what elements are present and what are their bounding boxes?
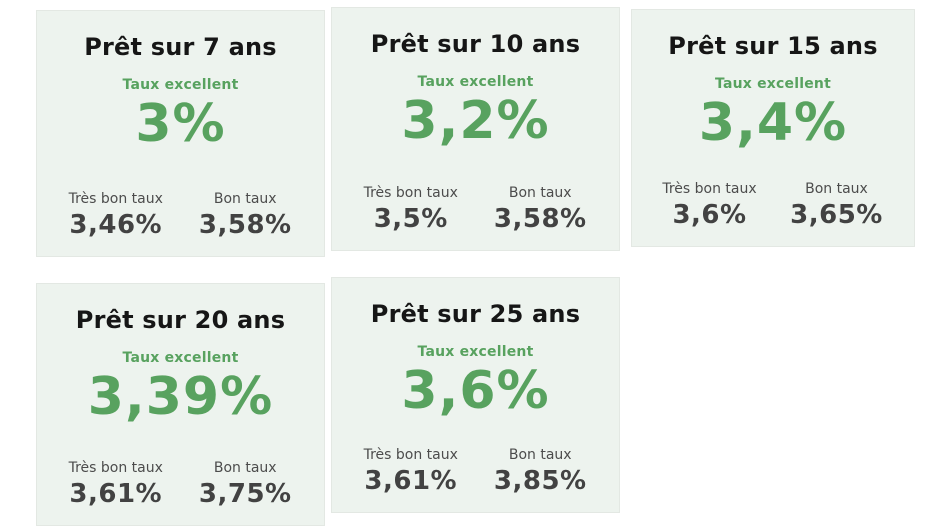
card-title: Prêt sur 25 ans [370, 300, 581, 328]
good-rate-value: 3,58% [198, 210, 292, 240]
secondary-rates-row: Très bon taux 3,61% Bon taux 3,75% [51, 460, 310, 509]
excellent-rate-label: Taux excellent [417, 344, 534, 360]
good-rate-block: Bon taux 3,58% [476, 185, 606, 234]
excellent-rate-label: Taux excellent [122, 350, 239, 366]
rate-card-7-ans: Prêt sur 7 ans Taux excellent 3% Très bo… [36, 10, 325, 257]
secondary-rates-row: Très bon taux 3,6% Bon taux 3,65% [646, 181, 900, 230]
good-rate-label: Bon taux [213, 191, 277, 207]
very-good-rate-label: Très bon taux [363, 185, 458, 201]
excellent-rate-block: Taux excellent 3% [51, 77, 310, 152]
rate-card-10-ans: Prêt sur 10 ans Taux excellent 3,2% Très… [331, 7, 620, 251]
very-good-rate-block: Très bon taux 3,6% [646, 181, 773, 230]
excellent-rate-value: 3,4% [698, 93, 848, 153]
good-rate-label: Bon taux [213, 460, 277, 476]
good-rate-block: Bon taux 3,85% [476, 447, 606, 496]
very-good-rate-block: Très bon taux 3,61% [51, 460, 181, 509]
very-good-rate-block: Très bon taux 3,61% [346, 447, 476, 496]
excellent-rate-block: Taux excellent 3,39% [51, 350, 310, 425]
good-rate-label: Bon taux [508, 185, 572, 201]
excellent-rate-value: 3% [135, 94, 226, 154]
secondary-rates-row: Très bon taux 3,61% Bon taux 3,85% [346, 447, 605, 496]
rate-card-20-ans: Prêt sur 20 ans Taux excellent 3,39% Trè… [36, 283, 325, 526]
very-good-rate-label: Très bon taux [662, 181, 757, 197]
very-good-rate-value: 3,5% [373, 204, 448, 234]
good-rate-value: 3,75% [198, 479, 292, 509]
card-title: Prêt sur 20 ans [75, 306, 286, 334]
good-rate-label: Bon taux [508, 447, 572, 463]
good-rate-block: Bon taux 3,65% [773, 181, 900, 230]
good-rate-block: Bon taux 3,58% [181, 191, 311, 240]
excellent-rate-value: 3,2% [401, 91, 550, 151]
very-good-rate-block: Très bon taux 3,5% [346, 185, 476, 234]
very-good-rate-label: Très bon taux [68, 460, 163, 476]
card-title: Prêt sur 7 ans [84, 33, 277, 61]
very-good-rate-value: 3,6% [672, 200, 747, 230]
excellent-rate-block: Taux excellent 3,6% [346, 344, 605, 419]
rate-card-15-ans: Prêt sur 15 ans Taux excellent 3,4% Très… [631, 9, 915, 247]
very-good-rate-value: 3,61% [69, 479, 163, 509]
very-good-rate-value: 3,46% [69, 210, 163, 240]
excellent-rate-label: Taux excellent [122, 77, 239, 93]
rate-card-25-ans: Prêt sur 25 ans Taux excellent 3,6% Très… [331, 277, 620, 513]
good-rate-value: 3,65% [790, 200, 883, 230]
secondary-rates-row: Très bon taux 3,46% Bon taux 3,58% [51, 191, 310, 240]
very-good-rate-block: Très bon taux 3,46% [51, 191, 181, 240]
secondary-rates-row: Très bon taux 3,5% Bon taux 3,58% [346, 185, 605, 234]
card-title: Prêt sur 15 ans [668, 32, 878, 60]
excellent-rate-block: Taux excellent 3,2% [346, 74, 605, 149]
very-good-rate-label: Très bon taux [68, 191, 163, 207]
card-title: Prêt sur 10 ans [370, 30, 581, 58]
good-rate-label: Bon taux [805, 181, 868, 197]
excellent-rate-value: 3,6% [401, 361, 550, 421]
excellent-rate-block: Taux excellent 3,4% [646, 76, 900, 151]
excellent-rate-label: Taux excellent [715, 76, 831, 92]
excellent-rate-label: Taux excellent [417, 74, 534, 90]
good-rate-block: Bon taux 3,75% [181, 460, 311, 509]
excellent-rate-value: 3,39% [87, 367, 274, 427]
good-rate-value: 3,58% [493, 204, 587, 234]
good-rate-value: 3,85% [493, 466, 587, 496]
very-good-rate-value: 3,61% [364, 466, 458, 496]
very-good-rate-label: Très bon taux [363, 447, 458, 463]
